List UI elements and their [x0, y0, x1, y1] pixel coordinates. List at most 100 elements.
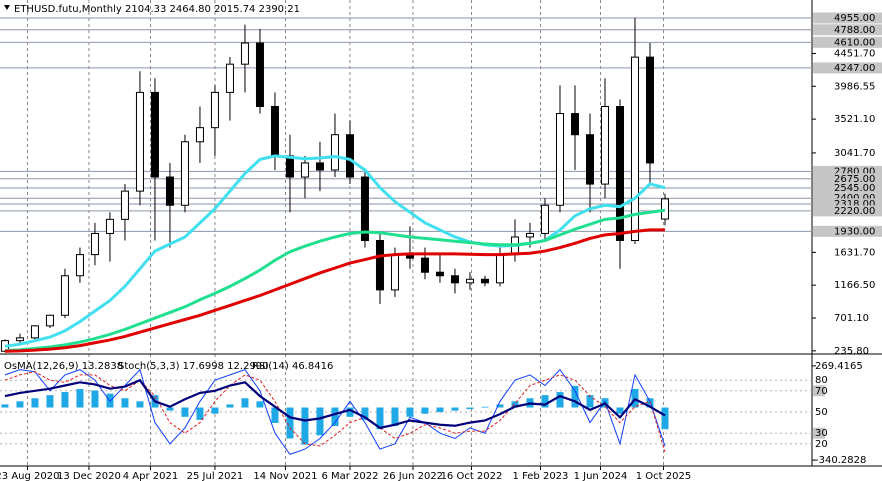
candle-body	[435, 271, 444, 277]
candle-body	[555, 113, 564, 206]
x-tick-label: 23 Aug 2020	[0, 471, 59, 481]
candle-body	[165, 176, 174, 206]
candle-body	[180, 141, 189, 206]
stoch-signal-line	[4, 371, 666, 453]
x-tick-label: 6 Mar 2022	[321, 471, 378, 481]
candle-body	[255, 42, 264, 107]
level-label: 2318.00	[834, 199, 875, 210]
candle-body	[210, 91, 219, 129]
osma-bar	[586, 395, 594, 408]
y-tick-label: 50	[815, 407, 828, 418]
osma-bar	[241, 398, 249, 408]
osma-bar	[451, 407, 459, 411]
y-tick-label: 1631.70	[834, 247, 875, 258]
level-box	[813, 165, 882, 177]
candle-body	[120, 190, 129, 220]
level-box	[813, 385, 825, 397]
x-tick-label: 4 Apr 2021	[123, 471, 178, 481]
title-icon	[4, 5, 10, 10]
x-tick-label: 16 Oct 2022	[441, 471, 503, 481]
candle-body	[420, 257, 429, 273]
osma-bar	[436, 407, 444, 413]
y-tick-label: 3986.55	[834, 81, 875, 92]
candle-body	[300, 162, 309, 178]
osma-bar	[571, 385, 579, 408]
x-tick-label: 14 Nov 2021	[253, 471, 317, 481]
osma-bar	[391, 407, 399, 427]
level-label: 2220.00	[834, 206, 875, 217]
x-tick-label: 1 Feb 2023	[513, 471, 569, 481]
level-label: 4247.00	[834, 63, 875, 74]
level-box	[813, 12, 882, 24]
candle-body	[615, 105, 624, 242]
osma-bar	[46, 395, 54, 408]
y-tick-label: 701.10	[834, 313, 869, 324]
osma-bar	[196, 407, 204, 420]
candle-body	[60, 275, 69, 316]
candle-body	[660, 198, 669, 220]
level-label: 2780.00	[834, 166, 875, 177]
candle-body	[45, 314, 54, 327]
candle-body	[270, 105, 279, 157]
y-tick-label: 20	[815, 439, 828, 450]
x-tick-label: 26 Jun 2022	[383, 471, 443, 481]
osma-bar	[361, 407, 369, 420]
level-box	[813, 182, 882, 194]
osma-bar	[331, 407, 339, 427]
candle-body	[15, 337, 24, 342]
osma-bar	[256, 401, 264, 408]
candle-body	[225, 63, 234, 93]
osma-bar	[1, 404, 9, 408]
level-box	[813, 24, 882, 36]
candle-body	[630, 56, 639, 242]
candle-body	[360, 176, 369, 242]
y-tick-label: 70	[815, 386, 828, 397]
x-tick-label: 1 Oct 2025	[636, 471, 691, 481]
osma-bar	[121, 398, 129, 408]
osma-bar	[211, 407, 219, 414]
osma-bar	[181, 407, 189, 417]
candle-body	[195, 127, 204, 143]
x-tick-label: 25 Jul 2021	[187, 471, 244, 481]
level-label: 4955.00	[834, 13, 875, 24]
osma-bar	[496, 404, 504, 408]
osma-bar	[616, 407, 624, 414]
y-tick-label: 30	[815, 428, 828, 439]
candle-body	[345, 134, 354, 178]
candle-body	[645, 56, 654, 164]
candle-body	[450, 275, 459, 284]
candle-body	[390, 254, 399, 291]
y-tick-label: 80	[815, 375, 828, 386]
y2-tick-label: 269.4165	[815, 361, 863, 372]
osma-bar	[136, 401, 144, 408]
level-label: 2545.00	[834, 183, 875, 194]
x-tick-label: 1 Jun 2024	[574, 471, 628, 481]
y-tick-label: 235.80	[834, 346, 869, 357]
candle-body	[240, 42, 249, 65]
candle-body	[600, 105, 609, 185]
candle-body	[375, 240, 384, 291]
moving-average	[4, 154, 666, 348]
level-box	[813, 192, 882, 204]
candle-body	[315, 162, 324, 171]
y2-tick-label: -340.2828	[815, 455, 866, 466]
candle-body	[285, 155, 294, 178]
osma-bar	[481, 406, 489, 408]
level-label: 2675.00	[834, 174, 875, 185]
stoch-main-line	[4, 368, 666, 455]
osma-bar	[91, 390, 99, 408]
level-label: 1930.00	[834, 226, 875, 237]
osma-bar	[406, 407, 414, 417]
moving-average	[4, 208, 666, 353]
candle-body	[90, 232, 99, 256]
level-box	[813, 62, 882, 74]
indicator-label: Stoch(5,3,3) 17.6998 12.2990	[118, 361, 269, 372]
candle-body	[570, 113, 579, 136]
osma-bar	[271, 407, 279, 423]
moving-average	[4, 228, 665, 353]
osma-bar	[61, 392, 69, 408]
rsi-line	[4, 378, 666, 430]
osma-bar	[31, 398, 39, 408]
candle-body	[135, 91, 144, 192]
